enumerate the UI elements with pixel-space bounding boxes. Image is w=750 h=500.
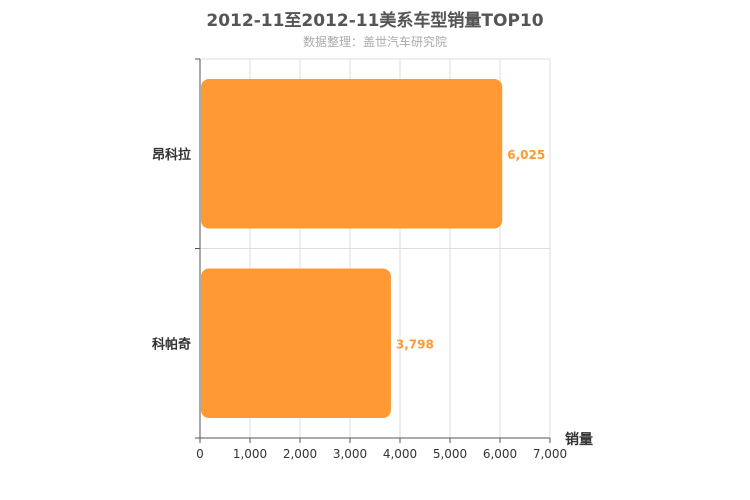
chart-subtitle: 数据整理：盖世汽车研究院 [302, 35, 447, 49]
x-tick-label: 1,000 [233, 447, 267, 461]
value-label: 6,025 [507, 148, 545, 162]
labels: 0 1,000 2,000 3,000 4,000 5,000 6,000 7,000 昂科拉 6… [152, 147, 593, 461]
x-tick-label: 3,000 [333, 447, 367, 461]
axes [195, 58, 551, 443]
value-label: 3,798 [396, 337, 434, 351]
category-label: 昂科拉 [152, 147, 191, 163]
bar [201, 79, 503, 229]
x-tick-label: 6,000 [483, 447, 517, 461]
x-tick-label: 0 [196, 447, 204, 461]
chart-title: 2012-11至2012-11美系车型销量TOP10 [206, 11, 544, 31]
x-tick-label: 4,000 [383, 447, 417, 461]
x-axis-title: 销量 [565, 431, 593, 448]
category-label: 科帕奇 [152, 336, 191, 352]
bars [201, 79, 503, 418]
x-tick-label: 5,000 [433, 447, 467, 461]
x-tick-label: 7,000 [533, 447, 567, 461]
x-tick-label: 2,000 [283, 447, 317, 461]
bar [201, 268, 391, 418]
